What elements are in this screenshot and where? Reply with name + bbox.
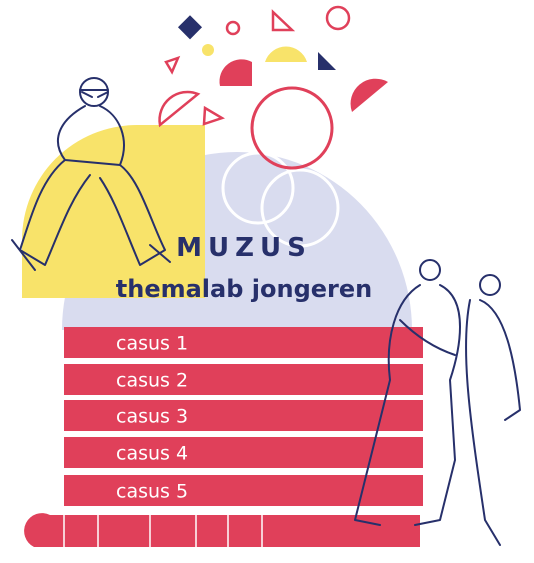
- yellow-shape: [22, 125, 205, 298]
- menu-item-label[interactable]: casus 5: [116, 481, 188, 503]
- menu-item-label[interactable]: casus 3: [116, 406, 188, 428]
- menu-item-label[interactable]: casus 1: [116, 333, 188, 355]
- menu: casus 1 casus 2 casus 3 casus 4 casus 5: [64, 327, 423, 506]
- logo: MUZUS: [176, 233, 312, 263]
- menu-item[interactable]: casus 1: [64, 327, 423, 358]
- menu-item[interactable]: casus 5: [64, 475, 423, 506]
- menu-item[interactable]: casus 2: [64, 364, 423, 395]
- menu-item-label[interactable]: casus 2: [116, 370, 188, 392]
- bottom-bar: [24, 513, 420, 547]
- subtitle: themalab jongeren: [116, 275, 372, 303]
- menu-item[interactable]: casus 3: [64, 400, 423, 431]
- menu-item-label[interactable]: casus 4: [116, 443, 188, 465]
- page: MUZUS themalab jongeren casus 1casus 2ca…: [0, 0, 534, 563]
